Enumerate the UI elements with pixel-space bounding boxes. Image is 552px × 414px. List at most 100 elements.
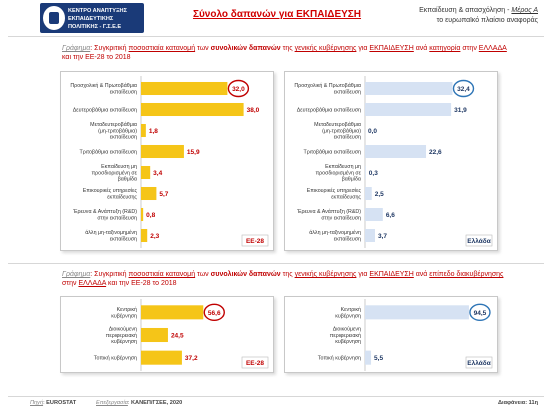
- section-title: Εκπαίδευση & απασχόληση - Μέρος Α το ευρ…: [419, 6, 538, 26]
- data-label: 22,6: [429, 149, 442, 156]
- section-line-2: το ευρωπαϊκό πλαίσιο αναφοράς: [436, 17, 538, 24]
- bar-chart-svg: Προσχολική & Πρωτοβάθμια εκπαίδευση 32,4 Δε…: [294, 76, 493, 248]
- chart-caption-2: Γράφημα: Συγκριτική ποσοστιαία κατανομή …: [62, 270, 532, 288]
- bar-chart-svg: Κεντρική κυβέρνηση 94,5 Διοικούμενη περιφερε…: [318, 299, 493, 371]
- series-tag: ΕΕ-28: [246, 360, 264, 367]
- highlight-circle: [452, 79, 475, 98]
- caption-text: των: [195, 45, 211, 52]
- divider: [8, 36, 544, 37]
- bar: [141, 350, 182, 365]
- data-label: 0,8: [146, 212, 155, 219]
- category-label: Επικουρικές υπηρεσίες εκπαίδευσης: [307, 187, 362, 200]
- category-label: Τριτοβάθμια εκπαίδευση: [80, 148, 138, 155]
- caption-text: και την ΕΕ-28 το 2018: [106, 280, 177, 287]
- data-label: 32,0: [232, 86, 245, 93]
- category-label: Μεταδευτεροβάθμια (μη-τριτοβάθμια) εκπαίδε…: [314, 121, 361, 141]
- bar-chart-svg: Προσχολική & Πρωτοβάθμια εκπαίδευση 32,0 Δε…: [70, 76, 269, 248]
- bar: [141, 102, 244, 117]
- category-label: Τοπική κυβέρνηση: [94, 355, 137, 362]
- caption-text: : Συγκριτική: [90, 271, 129, 278]
- data-label: 3,7: [378, 233, 387, 240]
- series-tag-box: [241, 234, 269, 247]
- bar: [365, 165, 366, 180]
- processing-label: Επεξεργασία: [96, 400, 128, 406]
- series-tag-box: [465, 234, 493, 247]
- logo-line-2: ΕΚΠΑΙΔΕΥΤΙΚΗΣ: [68, 16, 114, 22]
- category-label: Έρευνα & Ανάπτυξη (R&D) στην εκπαίδευση: [72, 208, 137, 221]
- series-tag: Ελλάδα: [467, 237, 490, 245]
- category-label: Διοικούμενη περιφερειακή κυβέρνηση: [106, 326, 137, 346]
- caption-text: ΕΚΠΑΙΔΕΥΣΗ: [369, 45, 414, 52]
- category-label: Δευτεροβάθμια εκπαίδευση: [297, 106, 361, 113]
- highlight-circle: [227, 79, 250, 98]
- data-label: 5,5: [374, 355, 383, 362]
- caption-text: : Συγκριτική: [90, 45, 129, 52]
- chart-caption-1: Γράφημα: Συγκριτική ποσοστιαία κατανομή …: [62, 44, 532, 62]
- caption-text: ανά: [413, 45, 430, 52]
- category-label: Εκπαίδευση μη προσδιορισμένη σε βαθμίδα: [91, 164, 137, 183]
- data-label: 3,4: [153, 170, 162, 177]
- category-label: Κεντρική κυβέρνηση: [335, 306, 361, 319]
- category-label: Προσχολική & Πρωτοβάθμια εκπαίδευση: [294, 82, 361, 95]
- bar-chart-svg: Κεντρική κυβέρνηση 56,6 Διοικούμενη περιφερε…: [94, 299, 269, 371]
- category-label: Τοπική κυβέρνηση: [318, 355, 361, 362]
- series-tag: Ελλάδα: [467, 359, 490, 367]
- highlight-circle: [203, 303, 225, 322]
- category-label: Επικουρικές υπηρεσίες εκπαίδευσης: [83, 187, 138, 200]
- bar: [141, 228, 148, 243]
- bar: [141, 123, 146, 138]
- data-label: 1,8: [149, 128, 158, 135]
- section-line-1: Εκπαίδευση & απασχόληση -: [419, 7, 512, 14]
- caption-label: Γράφημα: [62, 271, 91, 278]
- category-label: Προσχολική & Πρωτοβάθμια εκπαίδευση: [70, 82, 137, 95]
- caption-text: των: [195, 271, 211, 278]
- caption-text: συνολικών δαπανών: [210, 271, 281, 278]
- bar: [141, 207, 144, 222]
- bar: [141, 144, 184, 159]
- caption-text: της: [280, 271, 295, 278]
- data-label: 5,7: [159, 191, 168, 198]
- chart-panel-greece-government-level: Κεντρική κυβέρνηση 94,5 Διοικούμενη περιφερε…: [284, 296, 498, 373]
- bar: [365, 228, 375, 243]
- caption-text: ποσοστιαία κατανομή: [128, 45, 196, 52]
- processing-value: ΚΑΝΕΠ/ΓΣΕΕ, 2020: [131, 400, 183, 406]
- bar: [365, 81, 453, 96]
- bar: [365, 186, 372, 201]
- processing-note: Επεξεργασία: ΚΑΝΕΠ/ΓΣΕΕ, 2020: [96, 400, 183, 406]
- source-label: Πηγή: [30, 400, 44, 406]
- bar: [365, 207, 383, 222]
- logo-line-3: ΠΟΛΙΤΙΚΗΣ - Γ.Σ.Ε.Ε: [68, 24, 122, 30]
- data-label: 32,4: [457, 86, 470, 93]
- caption-text: της: [280, 45, 295, 52]
- caption-text: στην: [460, 45, 479, 52]
- caption-text: συνολικών δαπανών: [210, 45, 281, 52]
- caption-text: και την ΕΕ-28 το 2018: [62, 54, 131, 61]
- bar: [365, 305, 469, 320]
- series-tag-box: [465, 356, 493, 369]
- bar: [141, 165, 151, 180]
- caption-text: γενικής κυβέρνησης: [294, 45, 357, 52]
- bar: [141, 186, 157, 201]
- emblem-icon: [43, 6, 65, 30]
- data-label: 38,0: [247, 107, 260, 114]
- bar: [365, 350, 372, 365]
- data-label: 24,5: [171, 333, 184, 340]
- kanep-logo: ΚΕΝΤΡΟ ΑΝΑΠΤΥΞΗΣ ΕΚΠΑΙΔΕΥΤΙΚΗΣ ΠΟΛΙΤΙΚΗΣ…: [40, 3, 144, 33]
- category-label: Έρευνα & Ανάπτυξη (R&D) στην εκπαίδευση: [296, 208, 361, 221]
- data-label: 31,9: [454, 107, 467, 114]
- category-label: άλλη μη-ταξινομημένη εκπαίδευση: [85, 229, 137, 242]
- category-label: Εκπαίδευση μη προσδιορισμένη σε βαθμίδα: [315, 164, 361, 183]
- caption-label: Γράφημα: [62, 45, 91, 52]
- caption-text: επίπεδο διακυβέρνησης: [429, 271, 504, 278]
- data-label: 56,6: [208, 310, 221, 317]
- data-label: 2,5: [375, 191, 384, 198]
- section-part: Μέρος Α: [511, 7, 538, 14]
- caption-text: ΕΛΛΑΔΑ: [478, 45, 507, 52]
- chart-panel-eu-categories: Προσχολική & Πρωτοβάθμια εκπαίδευση 32,0 Δε…: [60, 71, 274, 251]
- bar: [365, 102, 452, 117]
- category-label: Μεταδευτεροβάθμια (μη-τριτοβάθμια) εκπαίδε…: [90, 121, 137, 141]
- caption-text: ποσοστιαία κατανομή: [128, 271, 196, 278]
- caption-text: για: [356, 45, 370, 52]
- bar: [365, 144, 427, 159]
- source-value: EUROSTAT: [46, 400, 77, 406]
